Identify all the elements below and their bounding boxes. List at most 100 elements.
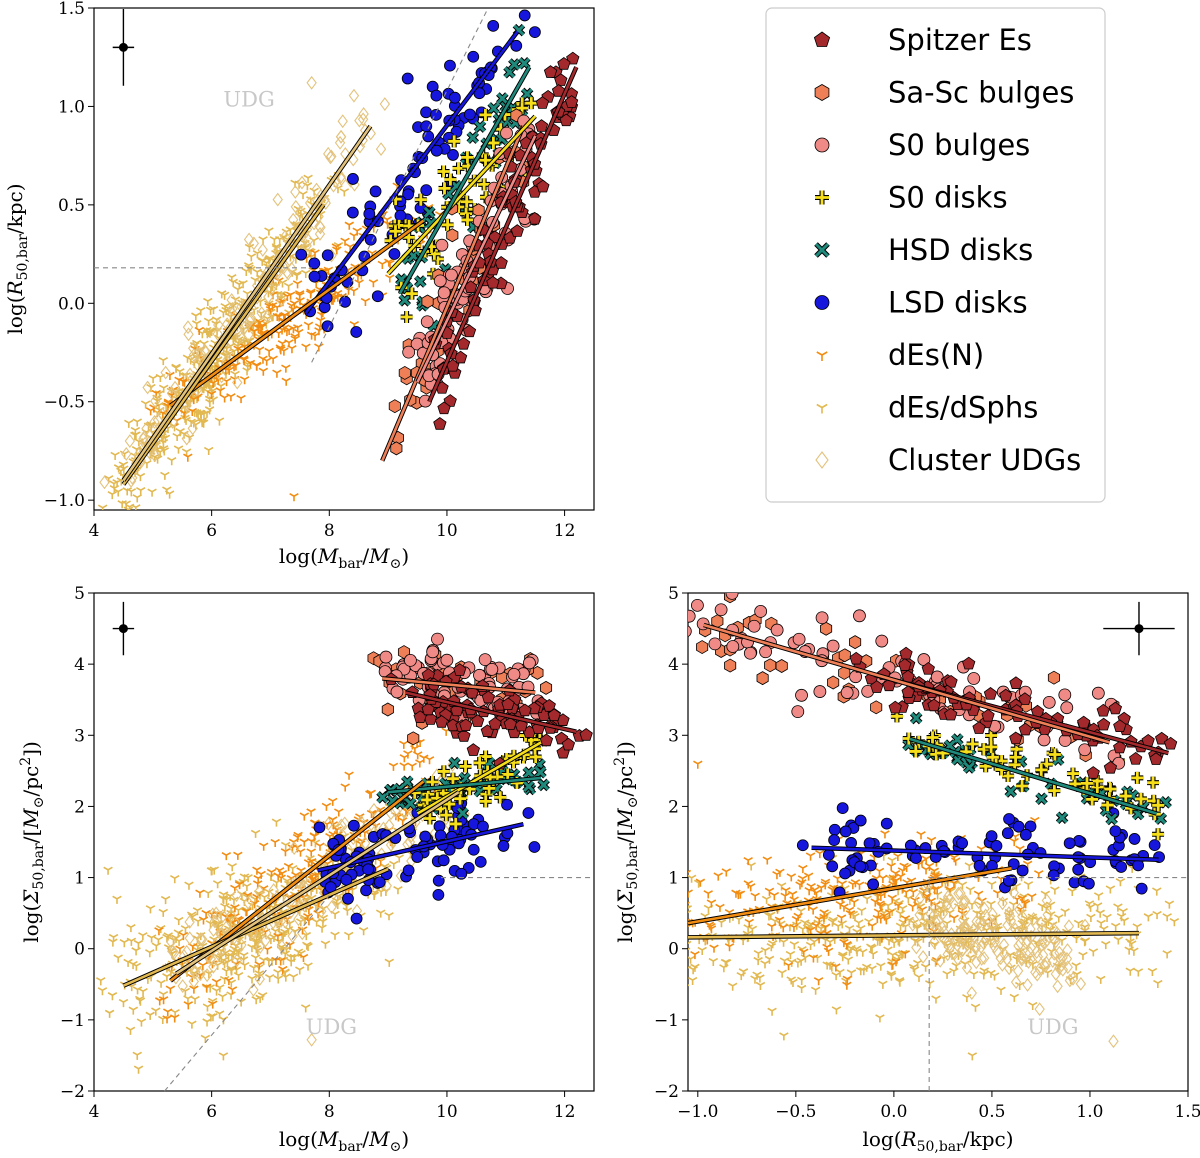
point-den [896, 873, 906, 882]
point-den [688, 869, 692, 873]
point-dsph [283, 282, 294, 291]
point-spitzer [433, 417, 447, 430]
point-udg [1039, 936, 1050, 950]
point-s0disk [441, 218, 454, 231]
point-dsph [1093, 892, 1104, 901]
point-dsph [743, 924, 753, 933]
point-den [261, 357, 272, 366]
point-den [786, 873, 797, 882]
point-udg [244, 312, 256, 327]
point-s0bulge [420, 315, 434, 329]
point-dsph [875, 1014, 885, 1023]
point-dsph [384, 912, 394, 921]
point-dsph [203, 328, 214, 338]
point-dsph [239, 961, 250, 971]
point-dsph [126, 937, 137, 946]
point-den [724, 943, 735, 952]
point-dsph [250, 954, 261, 963]
point-dsph [688, 905, 693, 914]
point-dsph [192, 907, 203, 916]
point-dsph [394, 854, 404, 863]
legend-marker-dsph [816, 403, 828, 414]
point-lsd [1072, 863, 1085, 876]
point-dsph [225, 872, 236, 881]
point-udg [331, 893, 343, 908]
point-dsph [132, 418, 142, 427]
point-den [805, 852, 816, 861]
error-bar [112, 8, 135, 86]
point-udg [184, 931, 195, 946]
point-den [334, 808, 344, 817]
point-lsd [1002, 874, 1015, 887]
point-dsph [766, 943, 777, 952]
point-spitzer [527, 701, 541, 715]
point-dsph [716, 919, 727, 928]
point-dsph [909, 966, 920, 975]
plot-frame [93, 7, 595, 511]
point-lsd [369, 185, 382, 198]
point-lsd [430, 108, 442, 121]
point-den [750, 892, 760, 901]
point-dsph [127, 535, 136, 543]
point-udg [944, 891, 956, 906]
point-dsph [987, 881, 997, 890]
point-dsph [688, 947, 691, 951]
point-s0bulge [379, 650, 393, 664]
point-udg [390, 804, 401, 818]
point-dsph [208, 305, 219, 315]
point-udg [287, 929, 298, 944]
outlier-point-udg [306, 1032, 317, 1047]
point-den [270, 838, 280, 848]
point-dsph [1086, 913, 1096, 922]
point-dsph [793, 959, 803, 968]
point-den [283, 862, 294, 872]
point-dsph [133, 1065, 144, 1074]
point-den [842, 981, 852, 990]
point-den [849, 898, 859, 907]
point-dsph [133, 939, 144, 949]
point-den [340, 237, 350, 246]
point-udg [323, 816, 334, 831]
point-spitzer [1009, 731, 1023, 745]
point-dsph [734, 916, 744, 925]
point-udg [921, 917, 933, 932]
point-den [165, 985, 176, 994]
point-dsph [180, 925, 191, 934]
point-udg [949, 946, 960, 961]
point-lsd [346, 206, 359, 219]
point-dsph [330, 931, 340, 940]
fit-line-lsd [811, 845, 1159, 863]
point-dsph [760, 947, 771, 956]
point-udg [933, 914, 944, 928]
y-tick-label: 1 [668, 869, 679, 889]
point-udg [1023, 954, 1034, 969]
point-spitzer [459, 718, 473, 732]
point-dsph [289, 953, 299, 962]
point-lsd [364, 233, 377, 246]
point-lsd [432, 874, 445, 887]
point-dsph [384, 958, 395, 967]
point-spitzer [547, 708, 561, 722]
point-den [799, 948, 809, 957]
point-spitzer [899, 646, 913, 660]
y-axis-title: log(Σ50,bar/[M⊙/pc2]) [612, 741, 641, 943]
point-den [258, 842, 269, 851]
point-udg [182, 320, 194, 335]
fit-line-s0disk [386, 114, 537, 276]
point-den [1020, 900, 1031, 909]
point-udg [288, 841, 300, 855]
point-udg [246, 311, 257, 326]
point-dsph [1164, 900, 1175, 909]
point-s0disk [461, 151, 474, 164]
point-hsd [538, 779, 550, 791]
x-tick-label: 0.0 [880, 1102, 907, 1122]
point-dsph [134, 995, 145, 1004]
point-s0disk [479, 795, 492, 808]
point-den [783, 962, 794, 971]
point-dsph [148, 374, 158, 384]
point-spitzer [888, 700, 902, 714]
point-dsph [151, 942, 162, 951]
point-dsph [247, 975, 257, 984]
point-s0bulge [1078, 743, 1092, 757]
point-dsph [247, 943, 257, 953]
